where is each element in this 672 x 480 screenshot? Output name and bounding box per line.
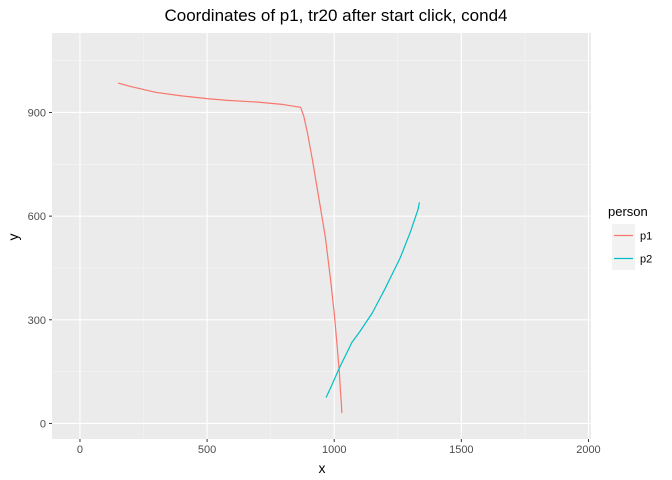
x-tick-label: 2000 [576,444,600,456]
y-tick-label: 900 [28,107,46,119]
series-line-p1 [117,82,343,414]
x-axis-title: x [319,460,326,476]
minor-grid [52,33,591,439]
y-axis: 0 300 600 900 [28,107,52,430]
legend-title: person [608,204,648,219]
legend: person p1 p2 [608,204,652,270]
y-axis-title: y [5,234,21,241]
chart-title: Coordinates of p1, tr20 after start clic… [164,6,507,25]
plot-panel [52,33,591,439]
major-grid [52,33,591,439]
legend-label-p1: p1 [640,231,652,243]
x-tick-label: 0 [77,444,83,456]
y-tick-label: 0 [40,418,46,430]
data-lines [117,82,420,414]
x-tick-label: 1000 [322,444,346,456]
y-tick-label: 600 [28,211,46,223]
series-line-p2 [325,202,420,398]
y-tick-label: 300 [28,315,46,327]
legend-label-p2: p2 [640,254,652,266]
x-tick-label: 1500 [449,444,473,456]
x-axis: 0 500 1000 1500 2000 [77,439,601,456]
x-tick-label: 500 [198,444,216,456]
